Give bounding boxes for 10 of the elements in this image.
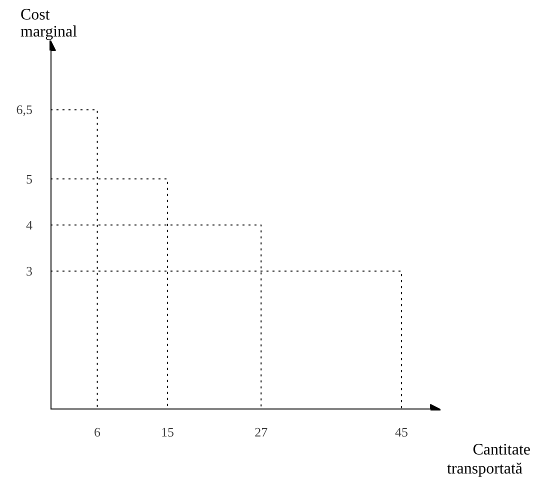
y-tick-label: 3 (26, 264, 32, 279)
y-tick-label: 5 (26, 171, 32, 186)
x-tick-label: 15 (161, 424, 174, 440)
x-axis-title: Cantitate transportată (446, 442, 531, 477)
y-axis-title: Cost marginal (20, 6, 78, 40)
x-tick-label: 27 (254, 424, 268, 440)
x-tick-label: 45 (395, 424, 408, 440)
x-tick-label: 6 (94, 424, 102, 440)
y-tick-label: 6,5 (16, 102, 32, 118)
y-tick-label: 4 (26, 218, 33, 232)
